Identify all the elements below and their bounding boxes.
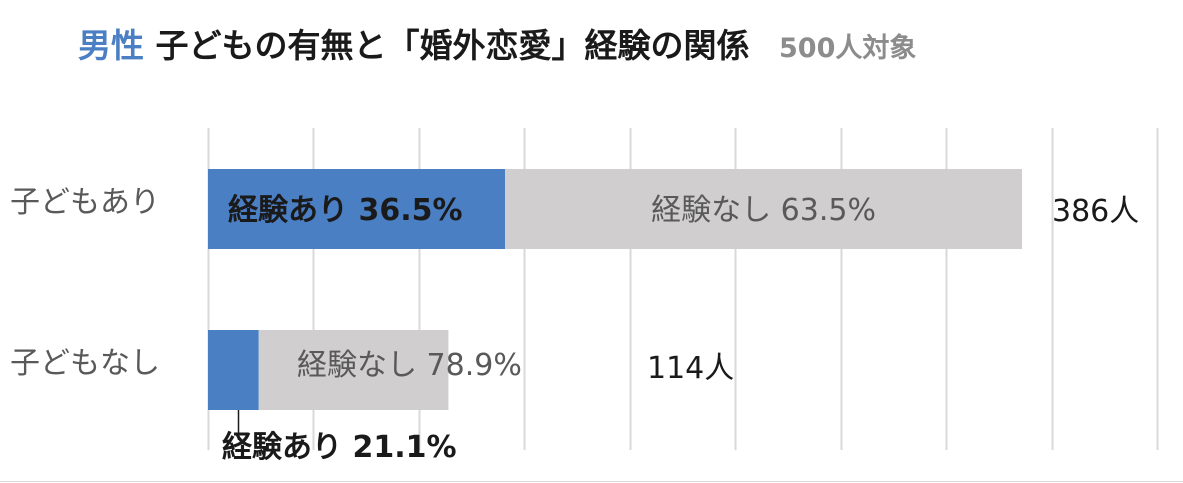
title-sample-size: 500人対象 <box>779 33 917 64</box>
data-label-not-experienced: 経験なし 78.9% <box>297 348 522 383</box>
count-label: 386人 <box>1052 194 1139 229</box>
data-label-not-experienced: 経験なし 63.5% <box>651 193 876 228</box>
count-label: 114人 <box>647 351 734 386</box>
bar-experienced <box>208 330 259 410</box>
bar-not-experienced <box>258 330 449 410</box>
bar-not-experienced <box>505 169 1023 249</box>
bottom-border <box>0 481 1183 482</box>
bar-experienced <box>208 169 506 249</box>
data-label-experienced: 経験あり 21.1% <box>222 430 457 465</box>
category-label: 子どもあり <box>10 185 160 220</box>
category-label: 子どもなし <box>10 346 160 381</box>
title-gender: 男性 <box>78 26 144 65</box>
chart-title: 男性 子どもの有無と「婚外恋愛」経験の関係 500人対象 <box>78 22 916 73</box>
title-main: 子どもの有無と「婚外恋愛」経験の関係 <box>155 26 750 65</box>
data-label-experienced: 経験あり 36.5% <box>228 193 463 228</box>
